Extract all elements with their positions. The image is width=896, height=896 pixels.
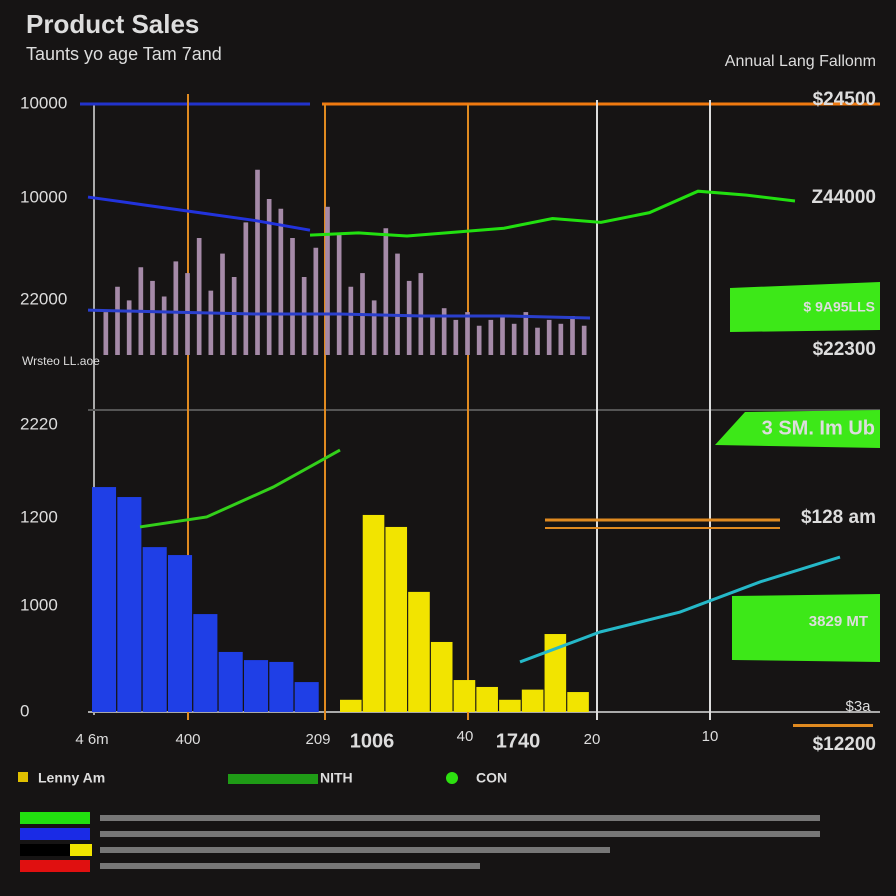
bar bbox=[313, 247, 319, 355]
x-tick-label: 400 bbox=[175, 731, 200, 748]
bar bbox=[255, 169, 260, 355]
bar bbox=[371, 300, 377, 355]
callout-label: 3 SM. Im Ub bbox=[762, 417, 875, 439]
chart-title: Product Sales bbox=[26, 9, 199, 39]
bar bbox=[476, 686, 498, 712]
bar bbox=[499, 699, 521, 712]
callout-label: $ 9A95LLS bbox=[803, 299, 875, 315]
bar bbox=[383, 228, 389, 355]
bar bbox=[418, 273, 424, 355]
bar bbox=[126, 300, 132, 355]
bar bbox=[453, 319, 459, 355]
y-tick-label: 10000 bbox=[20, 93, 67, 112]
x-tick-label: 10 bbox=[702, 728, 719, 745]
bar bbox=[325, 206, 330, 355]
bar bbox=[92, 487, 117, 712]
bar bbox=[385, 526, 408, 712]
bar bbox=[243, 222, 249, 355]
line bbox=[309, 189, 796, 238]
x-tick-label: 20 bbox=[584, 731, 601, 748]
y-tick-label: 1200 bbox=[20, 507, 58, 526]
bar bbox=[408, 591, 430, 712]
x-tick-label: 209 bbox=[305, 731, 330, 748]
bar bbox=[185, 273, 190, 355]
line bbox=[87, 195, 311, 232]
legend-label: NITH bbox=[320, 770, 353, 786]
callout-label: 3829 MT bbox=[809, 613, 868, 630]
bar bbox=[453, 680, 476, 712]
bar bbox=[395, 253, 400, 355]
subtitle: Taunts yo age Tam 7and bbox=[26, 44, 222, 64]
x-tick-label: $3a bbox=[845, 698, 871, 715]
note: Annual Lang Fallonm bbox=[725, 53, 876, 70]
bar bbox=[142, 547, 167, 712]
bar bbox=[406, 280, 412, 355]
bar bbox=[465, 312, 470, 355]
bar bbox=[278, 208, 284, 355]
bar bbox=[430, 641, 453, 712]
line bbox=[139, 448, 341, 529]
bar bbox=[196, 238, 202, 355]
y-tick-label: Wrsteo LL.aoe bbox=[22, 354, 100, 368]
bar bbox=[544, 634, 567, 712]
bar bbox=[336, 234, 342, 355]
bar bbox=[161, 296, 167, 355]
y-tick-label: 1000 bbox=[20, 595, 58, 614]
x-tick-label: 1006 bbox=[350, 730, 395, 752]
y-tick-label: 22000 bbox=[20, 289, 67, 308]
bar bbox=[521, 689, 544, 712]
bar bbox=[150, 280, 155, 355]
bar bbox=[488, 319, 494, 355]
right-label: $128 am bbox=[801, 507, 876, 528]
bar bbox=[168, 555, 193, 712]
bar bbox=[231, 277, 237, 355]
bar bbox=[220, 253, 225, 355]
bar bbox=[269, 661, 294, 712]
right-label: Z44000 bbox=[812, 187, 876, 208]
bar bbox=[103, 312, 109, 355]
legend-label: Lenny Am bbox=[38, 770, 105, 786]
right-label: $24500 bbox=[813, 89, 876, 110]
bar bbox=[430, 316, 435, 355]
y-tick-label: 0 bbox=[20, 701, 29, 720]
bar bbox=[115, 286, 120, 355]
bar bbox=[208, 290, 214, 355]
bar bbox=[362, 514, 385, 712]
right-label: $22300 bbox=[813, 339, 876, 360]
line bbox=[519, 555, 841, 664]
right-label: $12200 bbox=[813, 734, 876, 755]
bar bbox=[301, 277, 307, 355]
bar bbox=[244, 660, 269, 712]
y-tick-label: 10000 bbox=[20, 187, 67, 206]
bar bbox=[570, 316, 575, 355]
bar bbox=[581, 325, 587, 355]
line bbox=[87, 308, 591, 320]
bar bbox=[511, 323, 517, 355]
bar bbox=[567, 692, 589, 712]
bar bbox=[266, 199, 272, 355]
bar bbox=[290, 238, 295, 355]
bar bbox=[348, 286, 354, 355]
bar bbox=[294, 682, 319, 712]
bar bbox=[173, 261, 179, 355]
bar bbox=[535, 327, 540, 355]
x-tick-label: 40 bbox=[457, 728, 474, 745]
bar bbox=[546, 319, 552, 355]
bar bbox=[218, 651, 243, 712]
x-tick-label: 1740 bbox=[496, 730, 541, 752]
x-tick-label: 4 6m bbox=[75, 731, 108, 748]
bar bbox=[340, 699, 362, 712]
bar bbox=[441, 308, 447, 355]
bar bbox=[500, 316, 505, 355]
callout-boxes bbox=[18, 282, 880, 872]
legend-label: CON bbox=[476, 770, 507, 786]
y-tick-label: 2220 bbox=[20, 414, 58, 433]
bar bbox=[117, 497, 142, 712]
bar bbox=[476, 325, 482, 355]
bar bbox=[558, 323, 564, 355]
bar bbox=[193, 614, 218, 712]
bar bbox=[523, 312, 529, 355]
